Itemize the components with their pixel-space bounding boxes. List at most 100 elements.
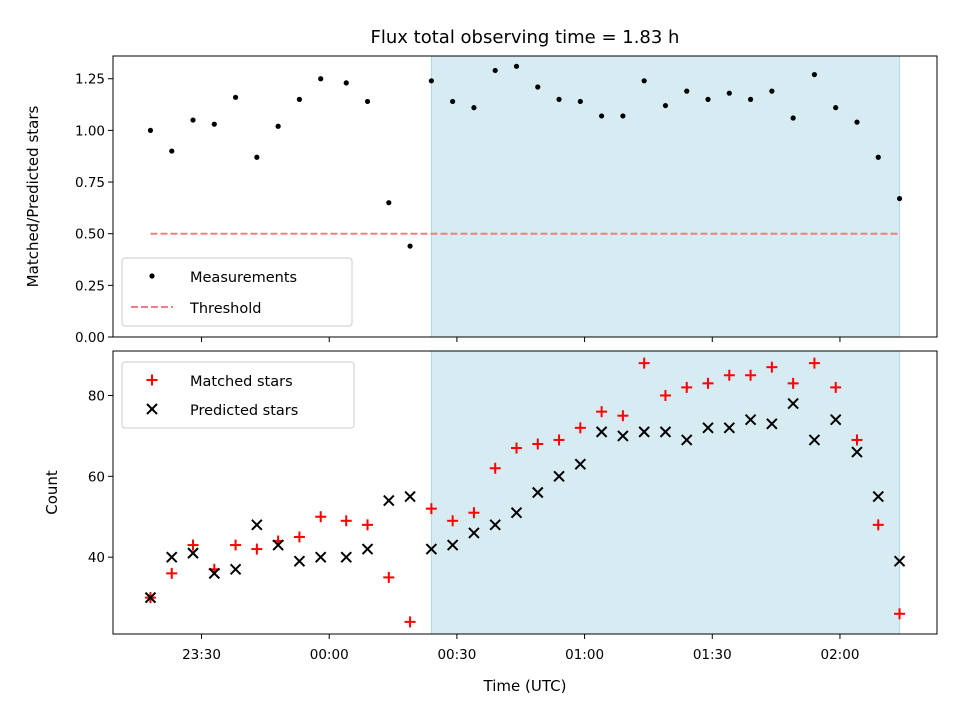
predicted-star-point <box>187 547 199 559</box>
matched-star-point <box>830 381 842 393</box>
matched-star-point <box>851 434 863 446</box>
predicted-star-point <box>766 418 778 430</box>
predicted-star-point <box>872 490 884 503</box>
matched-star-point <box>532 438 544 450</box>
top-ytick-label: 1.00 <box>75 123 105 139</box>
matched-star-point <box>894 608 906 620</box>
predicted-star-point <box>251 519 263 531</box>
matched-star-point <box>659 389 671 401</box>
measurement-point <box>318 76 324 82</box>
measurement-point <box>386 200 392 206</box>
bottom-legend: Matched stars Predicted stars <box>121 361 355 429</box>
predicted-star-point <box>659 426 672 438</box>
bottom-axes-frame <box>112 350 938 635</box>
predicted-star-point <box>489 519 501 531</box>
top-legend: Measurements Threshold <box>121 257 353 327</box>
legend-matched-label: Matched stars <box>190 374 293 390</box>
measurement-point <box>875 154 881 160</box>
predicted-star-point <box>723 422 736 434</box>
top-y-axis-label: Matched/Predicted stars <box>24 106 42 288</box>
predicted-star-point <box>166 551 178 563</box>
matched-star-point <box>340 515 352 527</box>
matched-star-point <box>447 515 459 527</box>
top-axes-frame <box>112 55 938 338</box>
measurement-point <box>705 96 711 102</box>
matched-star-point <box>638 357 650 369</box>
predicted-star-point <box>340 551 352 563</box>
measurement-point <box>296 96 303 102</box>
measurement-point <box>577 98 583 105</box>
predicted-star-point <box>314 551 327 563</box>
chart-title: Flux total observing time = 1.83 h <box>371 27 680 48</box>
legend-predicted-cross <box>146 403 158 415</box>
top-shaded-interval <box>430 55 901 338</box>
measurement-point <box>641 78 647 84</box>
predicted-star-point <box>272 539 284 551</box>
top-legend-box <box>121 257 353 327</box>
measurement-point <box>471 105 477 111</box>
xtick-label: 00:30 <box>437 647 476 663</box>
predicted-star-point <box>638 426 650 438</box>
bottom-ytick-label: 40 <box>88 550 105 566</box>
matched-stars-points <box>144 357 906 628</box>
bottom-ytick-label: 80 <box>88 388 105 404</box>
matched-star-point <box>553 434 565 446</box>
measurement-points <box>147 63 903 249</box>
predicted-star-point <box>787 397 799 410</box>
matched-star-point <box>574 422 586 434</box>
top-x-ticks <box>201 337 841 342</box>
legend-matched-marker <box>146 374 158 386</box>
predicted-star-point <box>361 543 374 555</box>
top-ytick-label: 0.75 <box>75 175 105 191</box>
legend-measurements-label: Measurements <box>190 270 297 286</box>
predicted-star-point <box>553 470 565 483</box>
predicted-star-point <box>532 486 544 499</box>
bottom-panel: 40 60 80 23:30 00:00 00:30 01:00 01:30 02:00 Co… <box>43 350 938 695</box>
xtick-label: 01:00 <box>565 647 604 663</box>
matched-star-point <box>315 511 327 523</box>
measurement-point <box>620 113 626 119</box>
legend-measurements-marker <box>149 273 155 279</box>
top-y-ticks: 0.00 0.25 0.50 0.75 1.00 1.25 <box>75 72 113 346</box>
matched-star-point <box>596 406 608 418</box>
measurement-point <box>364 98 371 105</box>
matched-star-point <box>362 519 374 531</box>
measurement-point <box>190 117 196 123</box>
matched-star-point <box>681 381 693 393</box>
measurement-point <box>492 67 498 74</box>
measurement-point <box>254 154 260 160</box>
predicted-star-point <box>510 507 523 519</box>
predicted-star-point <box>293 555 306 567</box>
measurement-point <box>450 98 456 105</box>
measurement-point <box>747 96 754 102</box>
top-ytick-label: 0.25 <box>75 278 105 294</box>
xtick-label: 01:30 <box>693 647 732 663</box>
predicted-star-point <box>681 434 693 446</box>
matched-star-point <box>425 503 437 515</box>
predicted-star-point <box>808 434 821 446</box>
predicted-star-point <box>446 539 459 551</box>
measurement-point <box>726 90 732 96</box>
matched-star-point <box>293 531 305 543</box>
matched-star-point <box>510 442 522 454</box>
xtick-label: 00:00 <box>310 647 349 663</box>
predicted-star-point <box>208 567 221 580</box>
predicted-stars-points <box>144 397 906 604</box>
matched-star-point <box>872 519 884 531</box>
measurement-point <box>556 96 562 102</box>
matched-star-point <box>166 567 178 579</box>
matched-star-point <box>766 361 778 373</box>
predicted-star-point <box>893 555 906 567</box>
measurement-point <box>428 78 434 84</box>
predicted-star-point <box>744 414 757 426</box>
top-ytick-label: 0.50 <box>75 227 105 243</box>
top-ytick-label: 1.25 <box>75 72 105 88</box>
measurement-point <box>811 71 818 78</box>
measurement-point <box>599 113 605 119</box>
matched-star-point <box>404 616 416 628</box>
predicted-star-point <box>425 543 438 555</box>
matched-star-point <box>383 571 395 583</box>
predicted-star-point <box>404 490 416 503</box>
x-axis-label: Time (UTC) <box>483 677 567 695</box>
